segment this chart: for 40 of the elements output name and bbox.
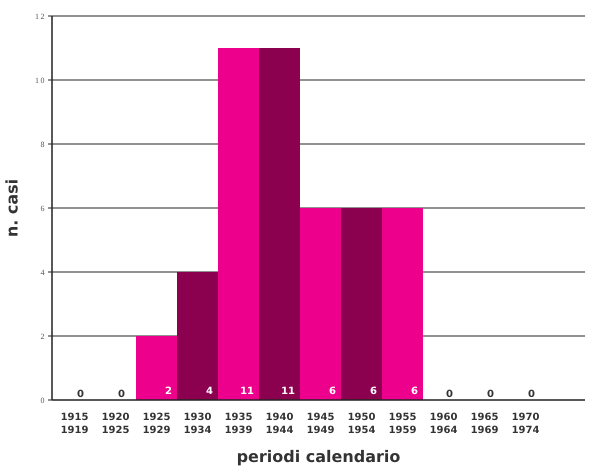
y-tick-label: 10: [35, 76, 46, 85]
y-tick-label: 0: [40, 396, 46, 405]
y-axis-title: n. casi: [2, 178, 22, 238]
y-tick-label: 4: [40, 268, 46, 277]
data-label: 11: [240, 386, 254, 397]
x-tick-label: 1965 1969: [470, 412, 498, 436]
data-label: 6: [329, 386, 336, 397]
x-tick-label: 1920 1925: [102, 412, 130, 436]
data-label: 0: [487, 389, 494, 400]
data-label: 0: [528, 389, 536, 400]
x-tick-label: 1950 1954: [348, 412, 376, 436]
data-label: 0: [118, 389, 126, 400]
data-label: 0: [446, 389, 454, 400]
bar: [259, 48, 300, 400]
x-tick-label: 1915 1919: [60, 412, 88, 436]
x-tick-label: 1925 1929: [142, 412, 170, 436]
data-label: 6: [411, 386, 418, 397]
y-tick-label: 12: [35, 12, 46, 21]
x-tick-label: 1930 1934: [184, 412, 212, 436]
x-tick-label: 1935 1939: [224, 412, 252, 436]
y-tick-label: 8: [40, 140, 46, 149]
x-tick-label: 1955 1959: [388, 412, 416, 436]
bar: [136, 336, 177, 400]
data-label: 4: [206, 386, 214, 397]
x-tick-label: 1945 1949: [306, 412, 334, 436]
bar: [300, 208, 341, 400]
x-tick-label: 1940 1944: [266, 412, 294, 436]
x-tick-label: 1960 1964: [430, 412, 458, 436]
x-tick-label: 1970 1974: [512, 412, 540, 436]
bar: [341, 208, 382, 400]
data-label: 0: [77, 389, 84, 400]
bar: [177, 272, 218, 400]
x-axis-title: periodi calendario: [236, 447, 400, 466]
data-label: 2: [165, 386, 172, 397]
bar: [218, 48, 259, 400]
bar: [382, 208, 423, 400]
data-label: 6: [370, 386, 378, 397]
y-tick-label: 2: [40, 332, 46, 341]
data-label: 11: [281, 386, 296, 397]
y-tick-label: 6: [40, 204, 46, 213]
